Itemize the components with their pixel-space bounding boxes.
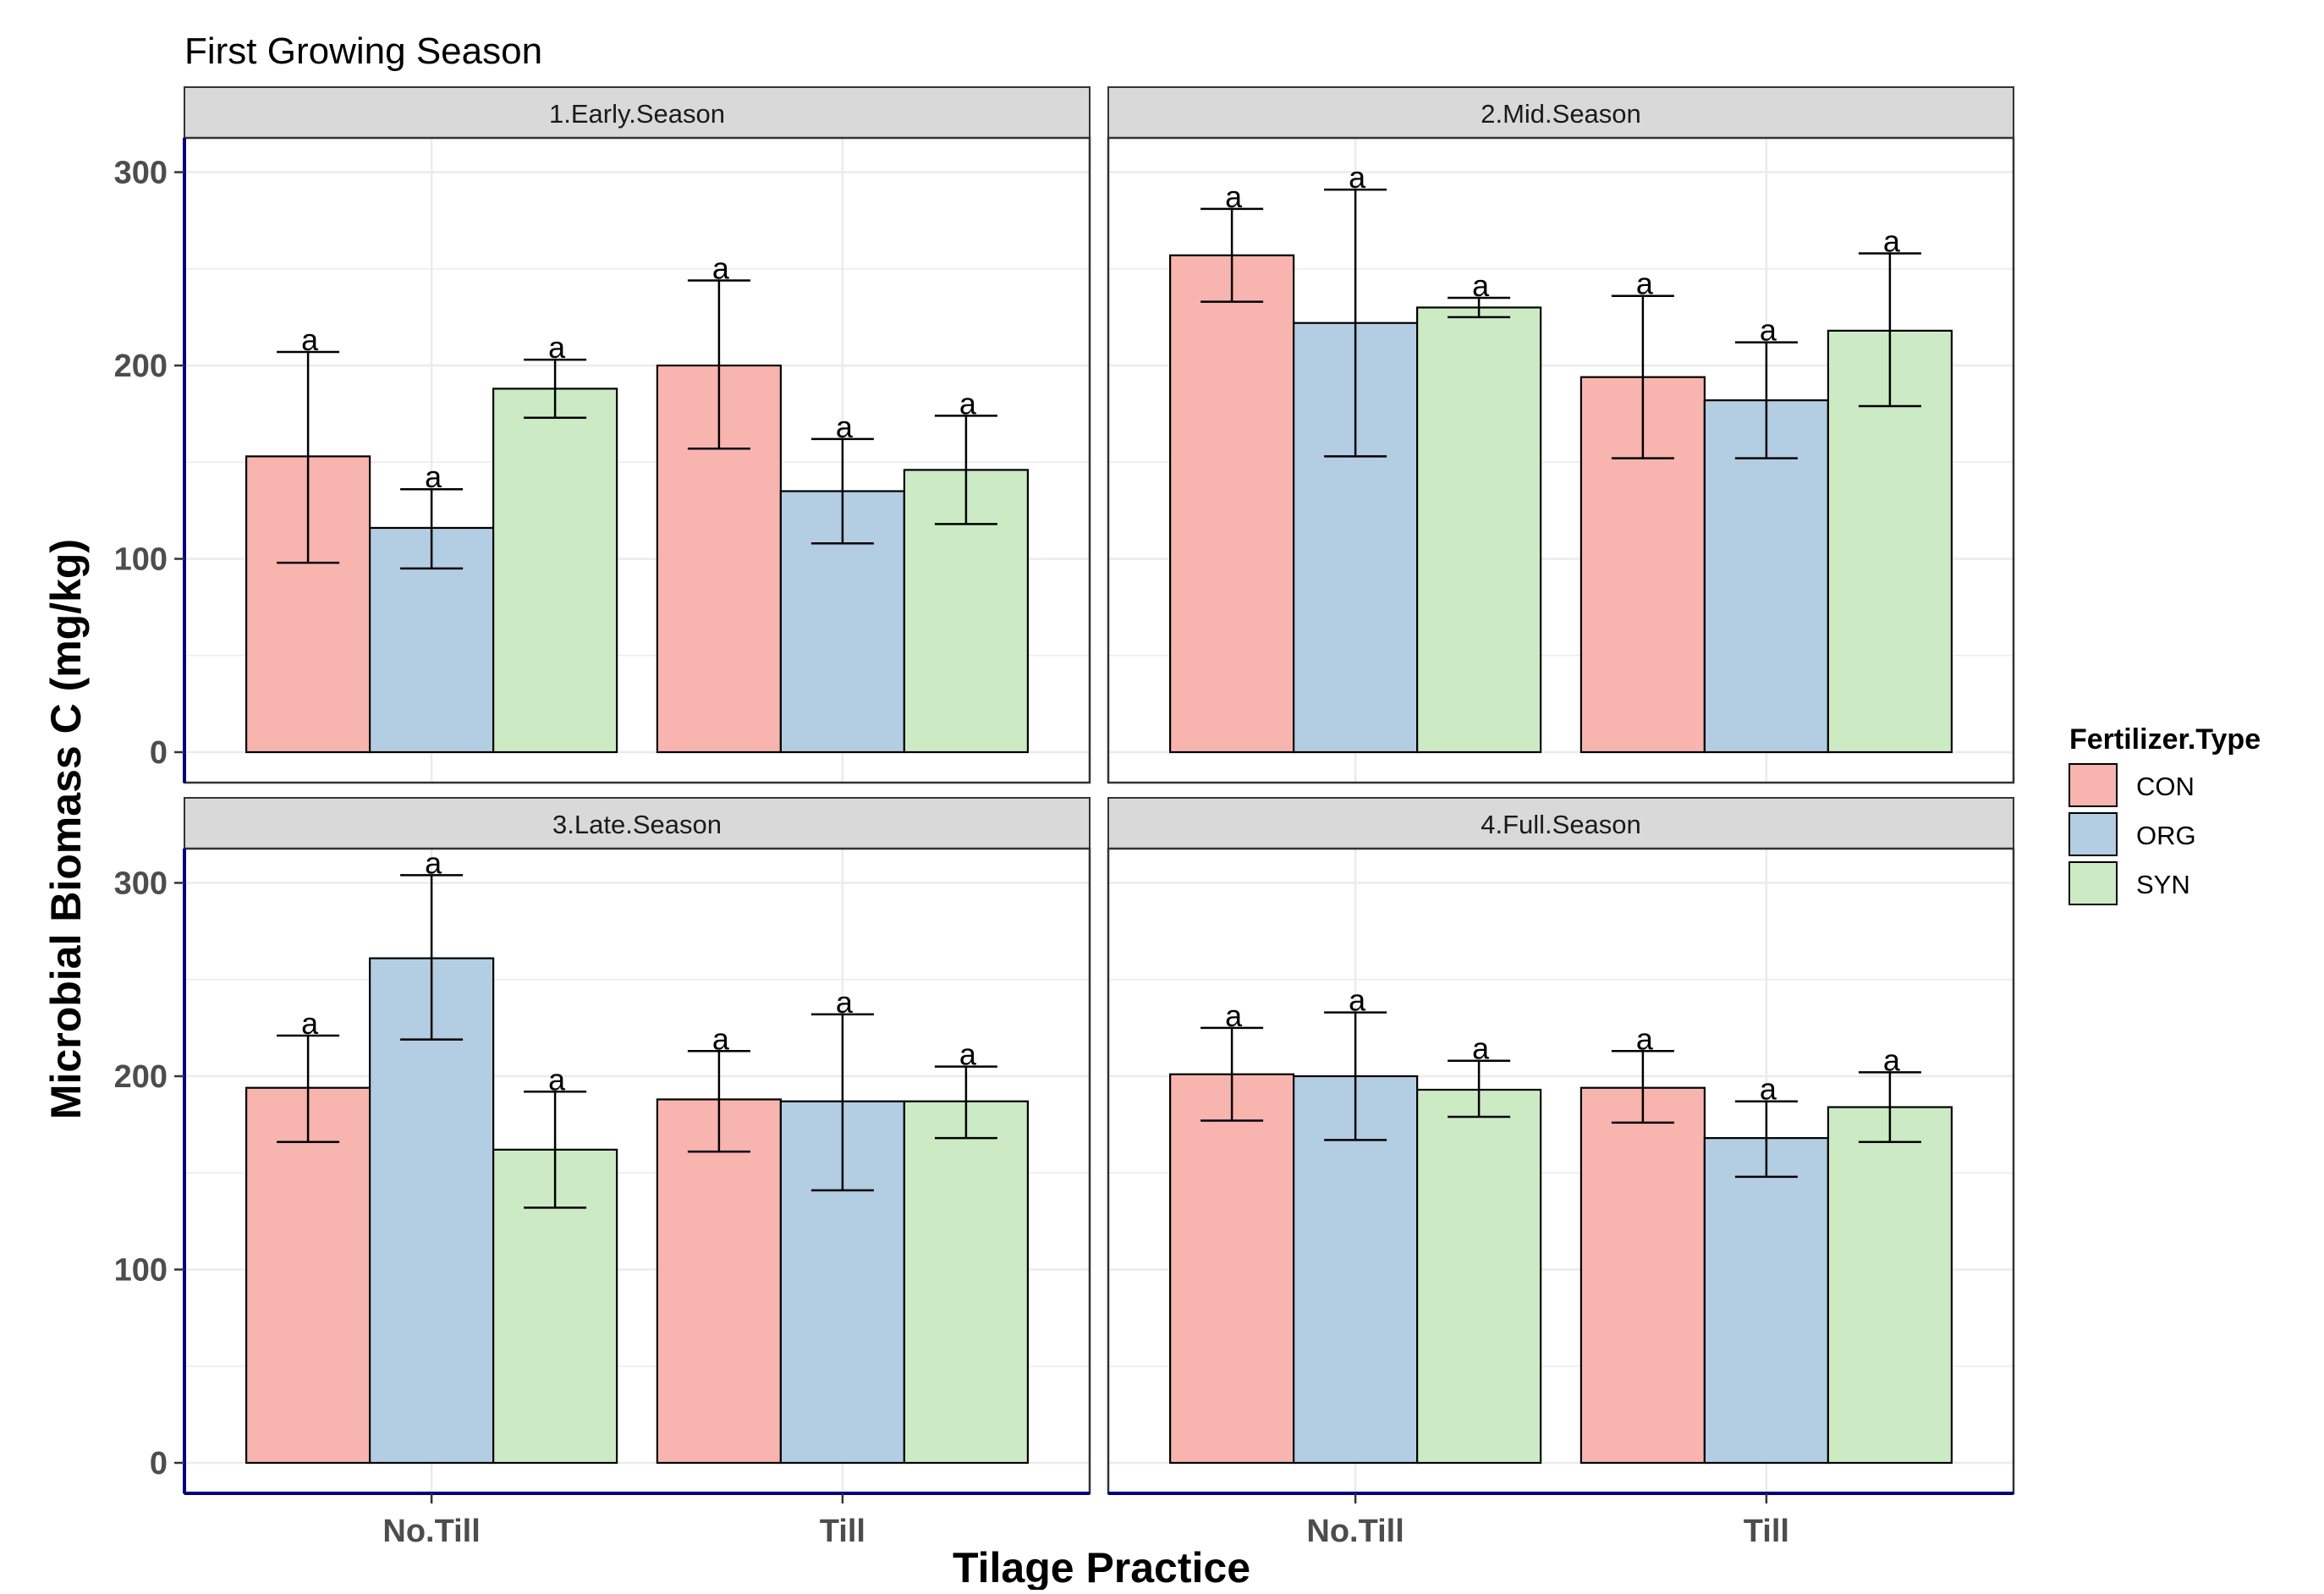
significance-letter: a [425,845,442,880]
bar [1416,1088,1542,1465]
bar [1580,1086,1706,1465]
error-bar [400,487,464,570]
bar [1416,306,1542,754]
significance-letter: a [1225,179,1243,214]
bar [1169,254,1295,754]
error-bar [1611,1050,1674,1124]
significance-letter: a [712,1021,730,1056]
y-tick-label: 0 [150,735,168,771]
significance-letter: a [1883,223,1901,258]
significance-letter: a [425,459,442,494]
error-bar [687,1050,750,1153]
error-bar [1734,341,1798,459]
bar [369,957,495,1465]
facet-label: 4.Full.Season [1481,810,1641,839]
significance-letter: a [1349,160,1366,195]
y-tick-label: 0 [150,1446,168,1481]
x-tick-label: No.Till [1306,1514,1404,1549]
x-axis-title: Tilage Practice [953,1544,1250,1590]
facet-strip [1107,86,2014,139]
error-bar [1200,207,1264,303]
significance-letter: a [1472,268,1490,303]
facet-panel: 2.Mid.Season a a a a a a [1107,86,2015,784]
panel-border [1107,136,2015,784]
bar [245,1086,371,1465]
significance-letter: a [301,322,319,357]
error-bar [524,1091,587,1209]
facet-strip [184,86,1091,139]
legend-swatch [2069,763,2118,807]
facet-label: 3.Late.Season [552,810,722,839]
chart-title: First Growing Season [184,30,542,72]
x-tick-label: Till [1744,1514,1789,1549]
error-bar [934,1065,997,1140]
error-bar [1734,1100,1798,1179]
error-bar [1324,188,1387,458]
facet-label: 1.Early.Season [549,99,725,129]
error-bar [1324,1011,1387,1141]
y-tick-label: 300 [114,156,168,191]
facet-panel: 4.Full.Season a a a a a a No.Till Till [1107,797,2015,1549]
significance-letter: a [548,1062,566,1097]
error-bar [277,350,340,564]
x-tick-label: No.Till [382,1514,480,1549]
y-tick-label: 100 [114,1253,168,1289]
error-bar [1200,1026,1264,1122]
error-bar [810,437,874,545]
significance-letter: a [836,409,854,444]
y-tick-label: 200 [114,1059,168,1095]
significance-letter: a [548,330,566,365]
y-axis-title: Microbial Biomass C (mg/kg) [42,539,90,1119]
bar [1169,1073,1295,1465]
significance-letter: a [836,985,854,1020]
significance-letter: a [1760,313,1777,348]
error-bar [1858,1071,1921,1143]
significance-letter: a [1349,983,1366,1018]
facet-strip [1107,797,2014,849]
bar [492,388,618,754]
error-bar [1448,1059,1511,1119]
significance-letter: a [1472,1031,1490,1066]
legend: Fertilizer.Type CON ORG SYN [2069,723,2261,905]
significance-letter: a [959,386,977,420]
significance-letter: a [1636,1021,1654,1056]
legend-swatch [2069,861,2118,905]
legend-swatch [2069,812,2118,856]
significance-letter: a [712,250,730,285]
legend-label: SYN [2136,870,2190,899]
significance-letter: a [1225,998,1243,1033]
y-tick-label: 300 [114,866,168,902]
significance-letter: a [1636,267,1654,301]
bar [656,1098,782,1465]
legend-label: ORG [2136,821,2196,850]
error-bar [934,415,997,525]
bar [903,1100,1029,1465]
y-tick-label: 200 [114,349,168,384]
bar [1827,1106,1953,1465]
error-bar [277,1034,340,1143]
significance-letter: a [1883,1042,1901,1077]
significance-letter: a [1760,1072,1777,1107]
significance-letter: a [301,1006,319,1041]
bar [1703,1137,1829,1465]
y-tick-label: 100 [114,542,168,578]
facet-panels: 1.Early.Season a a a a a a 0 100 200 300 2.Mid.Seas… [114,86,2015,1549]
facet-panel: 1.Early.Season a a a a a a 0 100 200 300 [114,86,1091,784]
error-bar [1611,294,1674,459]
legend-label: CON [2136,772,2195,801]
legend-title: Fertilizer.Type [2069,723,2261,756]
facet-label: 2.Mid.Season [1481,99,1641,129]
x-tick-label: Till [820,1514,865,1549]
error-bar [687,279,750,450]
error-bar [524,358,587,419]
error-bar [1858,252,1921,408]
significance-letter: a [959,1037,977,1072]
error-bar [1448,296,1511,319]
error-bar [400,874,464,1041]
error-bar [810,1013,874,1192]
facet-panel: 3.Late.Season a a a a a a 0 100 200 300 No.Till Till [114,797,1091,1549]
